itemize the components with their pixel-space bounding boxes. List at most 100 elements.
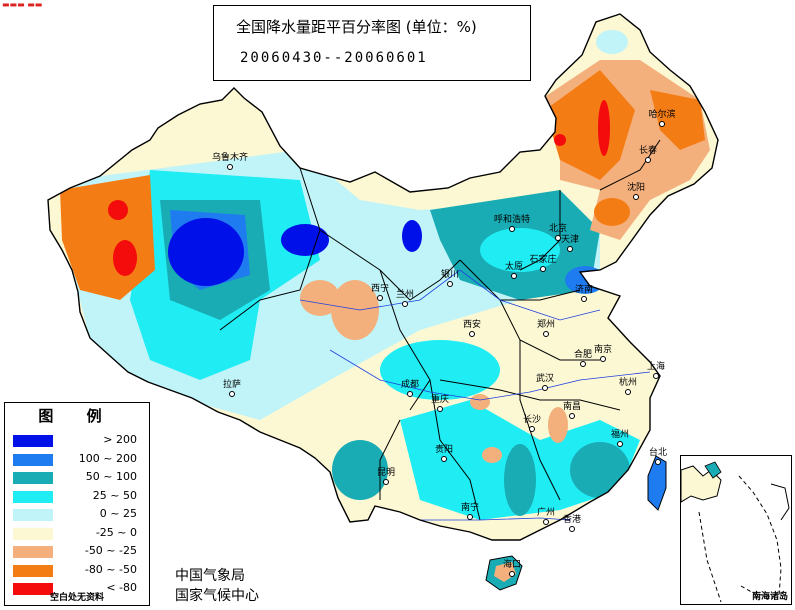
anomaly-region (598, 100, 610, 156)
legend-label: 100 ~ 200 (78, 451, 137, 465)
city-label: 台北 (648, 448, 668, 458)
legend-swatch (13, 453, 53, 466)
legend-item: -25 ~ 0 (13, 526, 145, 542)
city-marker (569, 526, 575, 532)
legend-label: -80 ~ -50 (84, 562, 137, 576)
province-border (439, 379, 621, 411)
river (420, 517, 571, 521)
province-border (219, 167, 321, 331)
city-label: 南昌 (562, 402, 582, 412)
anomaly-region (60, 175, 155, 300)
legend-swatch (13, 564, 53, 577)
province-border (599, 139, 661, 191)
city-marker (377, 295, 383, 301)
legend-swatch (13, 472, 53, 484)
city-label: 沈阳 (626, 183, 646, 193)
province-border (429, 379, 481, 521)
south-china-sea-inset: 南海诸岛 (680, 455, 792, 605)
province-border (499, 299, 600, 361)
legend-swatch (13, 435, 53, 447)
anomaly-region (470, 394, 490, 410)
city-marker (437, 406, 443, 412)
city-label: 长沙 (522, 415, 542, 425)
city-label: 杭州 (618, 378, 638, 388)
city-marker (659, 121, 665, 127)
anomaly-region (281, 224, 329, 256)
org-name: 中国气象局 (175, 568, 245, 584)
city-label: 长春 (638, 146, 658, 156)
city-label: 武汉 (535, 374, 555, 384)
china-outline (47, 13, 719, 541)
city-label: 太原 (504, 262, 524, 272)
city-marker (542, 385, 548, 391)
anomaly-region (300, 280, 340, 316)
city-label: 天津 (560, 235, 580, 245)
legend-label: < -80 (106, 581, 137, 594)
anomaly-region (504, 444, 536, 516)
legend-note: 空白处无资料 (49, 593, 104, 603)
anomaly-region (168, 218, 244, 286)
anomaly-region (650, 90, 705, 150)
map-period: 20060430--20060601 (240, 50, 428, 66)
legend-item: > 200 (13, 433, 145, 449)
legend-item: 0 ~ 25 (13, 507, 145, 523)
city-marker (655, 459, 661, 465)
city-label: 贵阳 (434, 445, 454, 455)
hainan-island (485, 555, 523, 591)
city-label: 西宁 (370, 284, 390, 294)
city-marker (402, 301, 408, 307)
city-marker (509, 226, 515, 232)
legend-item: -50 ~ -25 (13, 544, 145, 560)
anomaly-region (402, 220, 422, 252)
legend-label: -25 ~ 0 (95, 525, 137, 539)
river (329, 349, 651, 401)
legend-swatch (13, 527, 53, 540)
anomaly-region (331, 280, 379, 340)
city-marker (511, 273, 517, 279)
city-label: 海口 (502, 560, 522, 570)
city-marker (580, 361, 586, 367)
city-marker (383, 479, 389, 485)
city-marker (555, 235, 561, 241)
city-marker (653, 373, 659, 379)
title-box: 全国降水量距平百分率图 (单位：%) 20060430--20060601 (213, 5, 531, 81)
city-marker (617, 441, 623, 447)
province-border (519, 190, 561, 271)
city-label: 呼和浩特 (493, 215, 531, 225)
inset-map (681, 461, 790, 603)
legend-label: -50 ~ -25 (84, 544, 137, 557)
city-marker (467, 514, 473, 520)
corner-mark: ▬▬▬ ▬▬ (2, 0, 43, 9)
legend-item: < -80 (13, 581, 145, 597)
river (299, 269, 601, 321)
legend-item: 50 ~ 100 (13, 470, 145, 486)
legend-swatch (13, 490, 53, 503)
city-marker (645, 157, 651, 163)
legend-label: 50 ~ 100 (85, 470, 137, 483)
city-label: 西安 (462, 320, 482, 330)
city-marker (633, 194, 639, 200)
legend-swatch (13, 546, 53, 558)
city-marker (469, 331, 475, 337)
map-title: 全国降水量距平百分率图 (单位：%) (236, 18, 477, 36)
anomaly-region (480, 228, 560, 272)
city-label: 上海 (646, 362, 666, 372)
anomaly-region (108, 200, 128, 220)
legend-item: 25 ~ 50 (13, 489, 145, 505)
city-marker (567, 246, 573, 252)
city-label: 南京 (593, 345, 613, 355)
anomaly-region (594, 198, 630, 226)
anomaly-region (545, 70, 635, 180)
city-label: 石家庄 (529, 255, 557, 265)
city-label: 乌鲁木齐 (211, 153, 249, 163)
city-label: 北京 (548, 224, 568, 234)
legend-label: 0 ~ 25 (99, 507, 137, 520)
city-marker (600, 356, 606, 362)
city-marker (581, 296, 587, 302)
city-marker (625, 389, 631, 395)
anomaly-region (380, 340, 500, 400)
province-border (379, 419, 401, 500)
city-marker (540, 266, 546, 272)
legend-label: 25 ~ 50 (92, 488, 137, 502)
